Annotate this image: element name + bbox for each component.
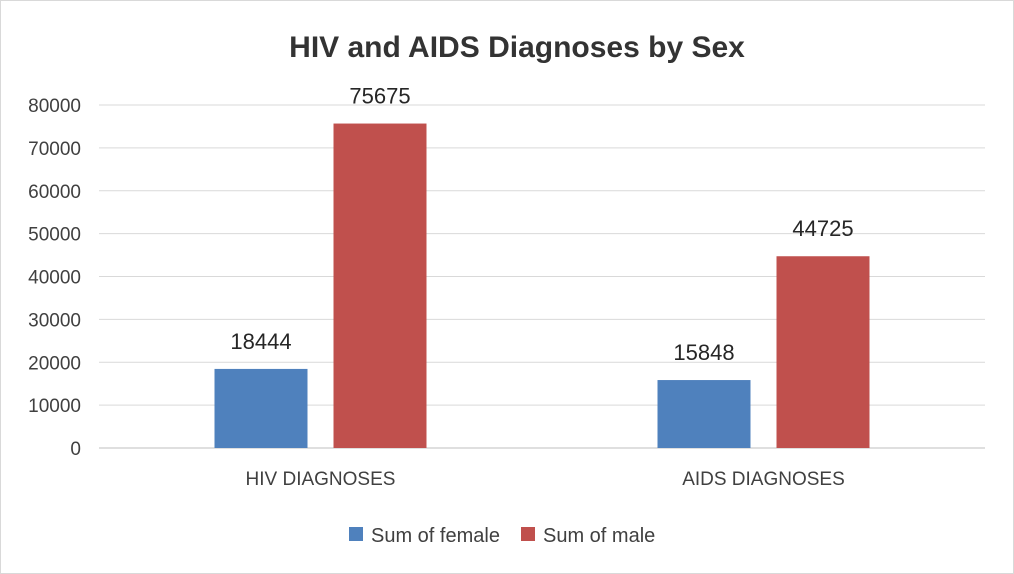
x-tick-label: AIDS DIAGNOSES: [682, 469, 845, 490]
y-tick-label: 60000: [28, 182, 81, 203]
y-tick-label: 10000: [28, 396, 81, 417]
legend-label: Sum of female: [371, 525, 500, 547]
data-label: 15848: [673, 340, 734, 365]
data-labels: 18444 75675 15848 44725: [230, 84, 853, 366]
bar-male-0: [333, 123, 427, 449]
bar-female-1: [657, 380, 751, 448]
data-label: 75675: [349, 84, 410, 109]
legend-swatch: [349, 527, 363, 541]
y-tick-label: 40000: [28, 268, 81, 289]
y-tick-label: 80000: [28, 96, 81, 117]
y-tick-label: 20000: [28, 353, 81, 374]
x-axis-ticks: HIV DIAGNOSES AIDS DIAGNOSES: [246, 469, 845, 490]
y-tick-label: 70000: [28, 139, 81, 160]
y-axis-ticks: 0 10000 20000 30000 40000 50000 60000 70000 8000…: [28, 96, 81, 460]
x-tick-label: HIV DIAGNOSES: [246, 469, 396, 490]
y-tick-label: 0: [70, 439, 81, 460]
chart-title: HIV and AIDS Diagnoses by Sex: [289, 31, 745, 64]
bar-male-1: [776, 256, 870, 448]
data-label: 18444: [230, 329, 291, 354]
legend-swatch: [521, 527, 535, 541]
y-tick-label: 50000: [28, 225, 81, 246]
bars: [214, 123, 870, 449]
bar-female-0: [214, 368, 308, 448]
legend: Sum of female Sum of male: [349, 525, 655, 547]
legend-label: Sum of male: [543, 525, 655, 547]
data-label: 44725: [792, 216, 853, 241]
y-tick-label: 30000: [28, 310, 81, 331]
